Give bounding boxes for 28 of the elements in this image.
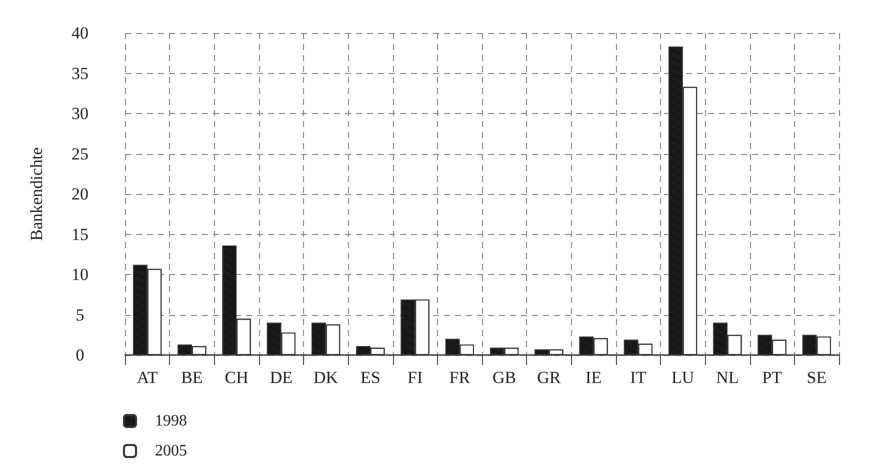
x-tick-label: FI bbox=[408, 368, 423, 387]
y-axis-title: Bankendichte bbox=[27, 147, 46, 241]
x-tick-label: IE bbox=[586, 368, 602, 387]
x-tick-label: LU bbox=[671, 368, 694, 387]
x-tick-label: IT bbox=[630, 368, 647, 387]
x-tick-label: DE bbox=[270, 368, 293, 387]
y-tick-label: 20 bbox=[72, 184, 88, 204]
x-tick-label: GR bbox=[537, 368, 562, 387]
x-tick-label: SE bbox=[806, 368, 827, 387]
x-tick-label: AT bbox=[136, 368, 158, 387]
x-tick-label: GB bbox=[492, 368, 516, 387]
x-tick-label: ES bbox=[360, 368, 380, 387]
x-tick-label: NL bbox=[716, 368, 739, 387]
y-tick-label: 35 bbox=[72, 64, 88, 83]
x-tick-label: BE bbox=[181, 368, 203, 387]
x-tick-label: PT bbox=[762, 368, 783, 387]
y-tick-label: 30 bbox=[72, 104, 88, 123]
y-tick-label: 25 bbox=[72, 144, 88, 164]
y-tick-label: 10 bbox=[72, 265, 88, 284]
legend-label: 2005 bbox=[155, 442, 187, 460]
x-tick-label: DK bbox=[314, 368, 339, 387]
y-tick-label: 0 bbox=[76, 346, 84, 364]
y-tick-label: 15 bbox=[72, 224, 88, 244]
x-tick-label: CH bbox=[224, 368, 248, 387]
y-tick-label: 5 bbox=[76, 305, 84, 324]
y-tick-label: 40 bbox=[72, 24, 88, 42]
legend-label: 1998 bbox=[155, 412, 187, 430]
x-tick-label: FR bbox=[449, 368, 471, 387]
